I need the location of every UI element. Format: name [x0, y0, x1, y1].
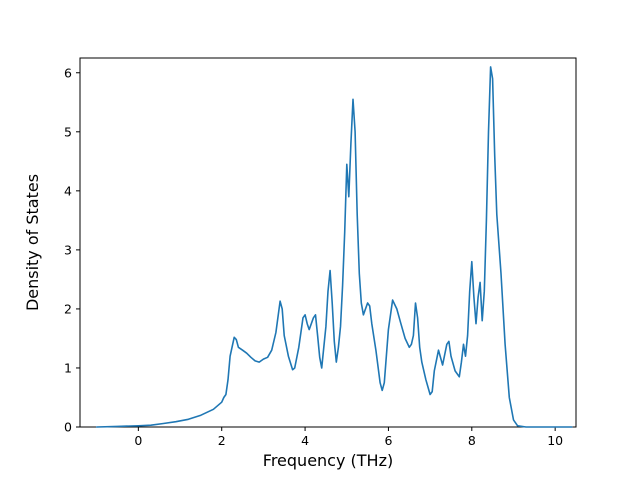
x-tick-label: 10: [547, 433, 563, 448]
dos-curve: [95, 66, 573, 428]
x-axis-label: Frequency (THz): [263, 451, 393, 470]
y-tick-label: 0: [64, 420, 72, 435]
y-tick-label: 1: [64, 360, 72, 375]
x-tick-label: 0: [134, 433, 142, 448]
x-tick-label: 4: [301, 433, 309, 448]
y-tick-label: 6: [64, 65, 72, 80]
x-axis-ticks: 0 2 4 6 8 10: [134, 427, 563, 448]
y-tick-label: 5: [64, 124, 72, 139]
x-tick-label: 2: [218, 433, 226, 448]
y-tick-label: 4: [64, 183, 72, 198]
x-tick-label: 8: [468, 433, 476, 448]
plot-area: [79, 57, 577, 428]
y-axis-ticks: 0 1 2 3 4 5 6: [64, 65, 80, 435]
x-tick-label: 6: [384, 433, 392, 448]
y-tick-label: 3: [64, 242, 72, 257]
y-axis-label: Density of States: [23, 174, 42, 311]
y-tick-label: 2: [64, 301, 72, 316]
